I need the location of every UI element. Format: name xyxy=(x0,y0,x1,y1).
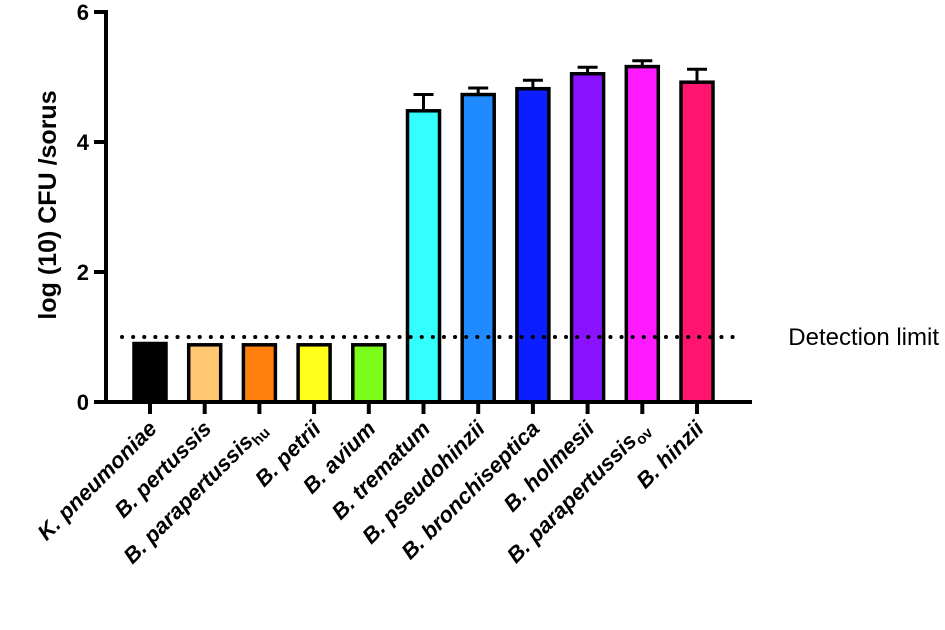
y-tick-label: 6 xyxy=(77,0,89,25)
bar-7 xyxy=(515,86,551,404)
bar-4 xyxy=(351,343,387,404)
y-tick-label: 0 xyxy=(77,390,89,415)
bar-5 xyxy=(405,109,442,404)
bar-8 xyxy=(569,72,606,404)
bar-2 xyxy=(241,343,278,404)
error-bars-layer xyxy=(413,59,707,111)
bar-10 xyxy=(679,80,715,404)
bar-6 xyxy=(460,92,496,404)
detection-limit-layer: Detection limit xyxy=(120,324,939,351)
bar-3 xyxy=(296,343,332,404)
y-tick-label: 2 xyxy=(77,260,89,285)
y-tick-label: 4 xyxy=(77,130,90,155)
bar-1 xyxy=(186,343,223,404)
detection-limit-label: Detection limit xyxy=(788,324,939,351)
y-axis-title: log (10) CFU /sorus xyxy=(34,90,62,319)
bar-9 xyxy=(624,64,661,404)
bars-layer xyxy=(132,64,715,404)
bar-0 xyxy=(132,341,168,404)
axes-layer: 0 2 4 6 xyxy=(77,0,752,415)
